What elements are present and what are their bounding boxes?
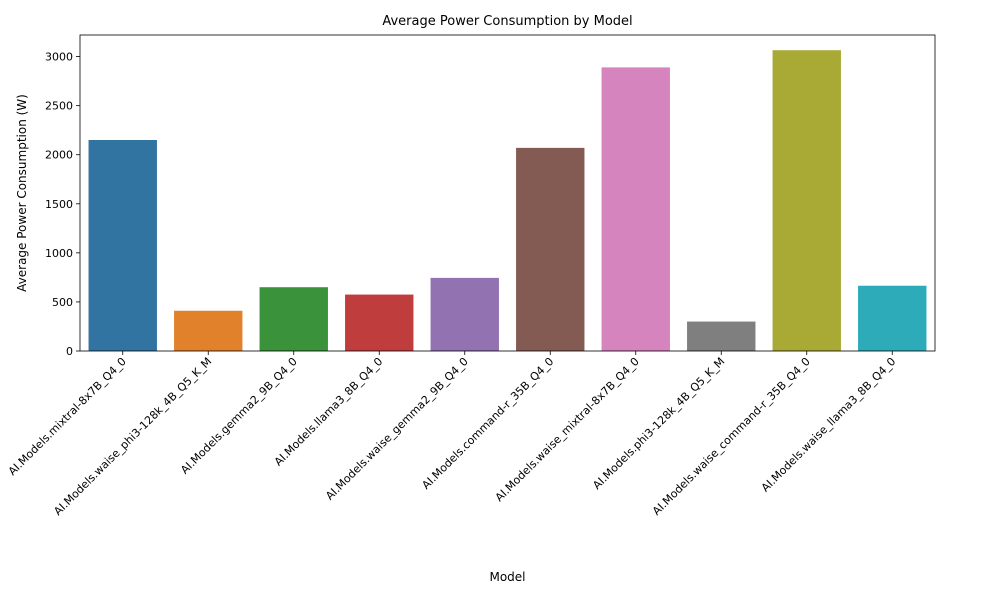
bar-6 xyxy=(516,147,585,351)
y-tick-label: 500 xyxy=(52,296,73,309)
y-tick-label: 2000 xyxy=(45,149,73,162)
plot-frame xyxy=(79,34,936,352)
y-tick-label: 1000 xyxy=(45,247,73,260)
bar-2 xyxy=(174,310,243,351)
bar-8 xyxy=(687,321,756,351)
bar-10 xyxy=(858,285,927,351)
bar-4 xyxy=(345,294,414,351)
bar-3 xyxy=(259,287,328,351)
bar-7 xyxy=(601,67,670,351)
y-tick-label: 0 xyxy=(66,345,73,358)
y-axis-label: Average Power Consumption (W) xyxy=(15,94,29,292)
x-axis: AI.Models.mixtral-8x7B_Q4_0AI.Models.wai… xyxy=(6,351,899,518)
bars-group xyxy=(88,50,927,351)
x-tick-label: AI.Models.waise_llama3_8B_Q4_0 xyxy=(759,355,899,495)
bar-1 xyxy=(88,140,157,351)
y-tick-label: 2500 xyxy=(45,100,73,113)
x-tick-label: AI.Models.waise_mixtral-8x7B_Q4_0 xyxy=(493,355,642,504)
bar-9 xyxy=(772,50,841,351)
x-tick-label: AI.Models.waise_gemma2_9B_Q4_0 xyxy=(323,355,471,503)
chart-title: Average Power Consumption by Model xyxy=(382,14,632,29)
x-axis-label: Model xyxy=(489,570,525,584)
y-axis: 0 500 1000 1500 2000 2500 3000 xyxy=(45,51,80,358)
x-tick-label: AI.Models.waise_phi3-128k_4B_Q5_K_M xyxy=(51,355,214,518)
x-tick-label: AI.Models.waise_command-r_35B_Q4_0 xyxy=(650,355,813,518)
y-tick-label: 1500 xyxy=(45,198,73,211)
y-tick-label: 3000 xyxy=(45,51,73,64)
bar-5 xyxy=(430,277,499,351)
